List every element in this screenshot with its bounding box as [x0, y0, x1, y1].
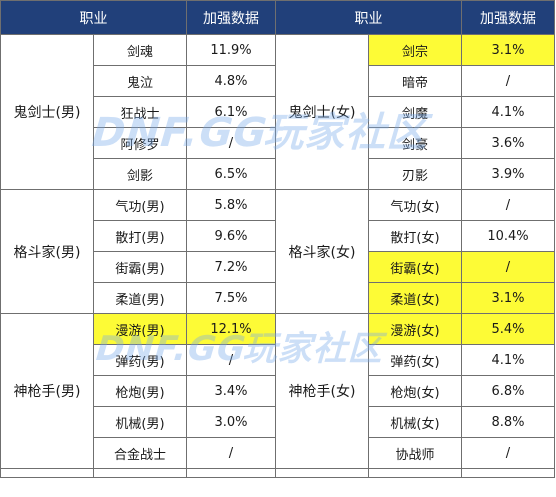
subclass-name-right: 散打(女): [368, 220, 462, 252]
subclass-name-right: 剑豪: [368, 127, 462, 159]
subclass-name-right: 漫游(女): [368, 313, 462, 345]
subclass-name-left: 气功(男): [93, 189, 187, 221]
class-group-right: 鬼剑士(女): [275, 34, 369, 190]
buff-value-right: 3.6%: [461, 127, 555, 159]
subclass-name-left: 剑魂: [93, 34, 187, 66]
class-group-left: 格斗家(男): [0, 189, 94, 314]
buff-value-right: 5.4%: [461, 313, 555, 345]
table-row-cutoff: [0, 468, 555, 478]
subclass-name-left: 合金战士: [93, 437, 187, 469]
empty-cell: [368, 468, 462, 478]
table-row: 散打(男) 9.6% 散打(女) 10.4%: [1, 220, 555, 252]
header-buff-left: 加强数据: [186, 0, 276, 35]
class-group-right: 神枪手(女): [275, 313, 369, 469]
buff-value-right: 3.9%: [461, 158, 555, 190]
subclass-name-left: 柔道(男): [93, 282, 187, 314]
table-body: 鬼剑士(男) 剑魂 11.9% 鬼剑士(女) 剑宗 3.1% 鬼泣 4.8% 暗帝 / 狂战士 6.1…: [0, 34, 555, 478]
buff-value-left: 3.0%: [186, 406, 276, 438]
table-row: 鬼泣 4.8% 暗帝 /: [1, 65, 555, 97]
header-buff-right: 加强数据: [461, 0, 555, 35]
buff-value-left: 6.5%: [186, 158, 276, 190]
buff-value-right: 8.8%: [461, 406, 555, 438]
subclass-name-right: 剑宗: [368, 34, 462, 66]
buff-value-right: 3.1%: [461, 282, 555, 314]
empty-cell: [275, 468, 369, 478]
class-group-left: 鬼剑士(男): [0, 34, 94, 190]
subclass-name-right: 剑魔: [368, 96, 462, 128]
subclass-name-left: 狂战士: [93, 96, 187, 128]
buff-value-left: 12.1%: [186, 313, 276, 345]
table-row: 狂战士 6.1% 剑魔 4.1%: [1, 96, 555, 128]
buff-value-left: 4.8%: [186, 65, 276, 97]
table-row: 神枪手(男) 漫游(男) 12.1% 神枪手(女) 漫游(女) 5.4%: [0, 313, 555, 469]
subclass-name-right: 刃影: [368, 158, 462, 190]
buff-value-right: 6.8%: [461, 375, 555, 407]
buff-value-right: 10.4%: [461, 220, 555, 252]
subclass-name-left: 机械(男): [93, 406, 187, 438]
table-row: 街霸(男) 7.2% 街霸(女) /: [1, 251, 555, 283]
subclass-name-right: 机械(女): [368, 406, 462, 438]
buff-value-right: 3.1%: [461, 34, 555, 66]
subclass-name-left: 街霸(男): [93, 251, 187, 283]
buff-value-left: 6.1%: [186, 96, 276, 128]
subclass-name-right: 弹药(女): [368, 344, 462, 376]
table-row: 格斗家(男) 气功(男) 5.8% 格斗家(女) 气功(女) /: [0, 189, 555, 314]
buff-value-right: /: [461, 65, 555, 97]
header-class-right: 职业: [275, 0, 462, 35]
subclass-name-left: 漫游(男): [93, 313, 187, 345]
subclass-name-right: 气功(女): [368, 189, 462, 221]
buff-value-right: /: [461, 189, 555, 221]
class-group-left: 神枪手(男): [0, 313, 94, 469]
subclass-name-left: 弹药(男): [93, 344, 187, 376]
buff-value-right: 4.1%: [461, 344, 555, 376]
subclass-name-left: 枪炮(男): [93, 375, 187, 407]
subclass-name-right: 暗帝: [368, 65, 462, 97]
buff-value-left: 9.6%: [186, 220, 276, 252]
buff-value-right: /: [461, 251, 555, 283]
buff-value-left: 3.4%: [186, 375, 276, 407]
empty-cell: [93, 468, 187, 478]
buff-value-left: 5.8%: [186, 189, 276, 221]
buff-value-left: /: [186, 437, 276, 469]
header-row: 职业 加强数据 职业 加强数据: [0, 0, 555, 35]
buff-value-left: 7.2%: [186, 251, 276, 283]
subclass-name-right: 街霸(女): [368, 251, 462, 283]
table-row: 枪炮(男) 3.4% 枪炮(女) 6.8%: [1, 375, 555, 407]
buff-value-right: /: [461, 437, 555, 469]
table-row: 鬼剑士(男) 剑魂 11.9% 鬼剑士(女) 剑宗 3.1%: [0, 34, 555, 190]
subclass-name-right: 柔道(女): [368, 282, 462, 314]
table-row: 机械(男) 3.0% 机械(女) 8.8%: [1, 406, 555, 438]
class-buff-table: 职业 加强数据 职业 加强数据 鬼剑士(男) 剑魂 11.9% 鬼剑士(女) 剑宗 3.1…: [0, 0, 555, 478]
buff-value-left: 11.9%: [186, 34, 276, 66]
empty-cell: [186, 468, 276, 478]
subclass-name-left: 阿修罗: [93, 127, 187, 159]
subclass-name-left: 散打(男): [93, 220, 187, 252]
empty-cell: [0, 468, 94, 478]
table-row: 合金战士 / 协战师 /: [1, 437, 555, 469]
subclass-name-right: 协战师: [368, 437, 462, 469]
table-row: 阿修罗 / 剑豪 3.6%: [1, 127, 555, 159]
class-group-right: 格斗家(女): [275, 189, 369, 314]
empty-cell: [461, 468, 555, 478]
subclass-name-left: 剑影: [93, 158, 187, 190]
buff-value-left: 7.5%: [186, 282, 276, 314]
buff-value-left: /: [186, 127, 276, 159]
buff-value-right: 4.1%: [461, 96, 555, 128]
subclass-name-right: 枪炮(女): [368, 375, 462, 407]
header-class-left: 职业: [0, 0, 187, 35]
buff-value-left: /: [186, 344, 276, 376]
subclass-name-left: 鬼泣: [93, 65, 187, 97]
